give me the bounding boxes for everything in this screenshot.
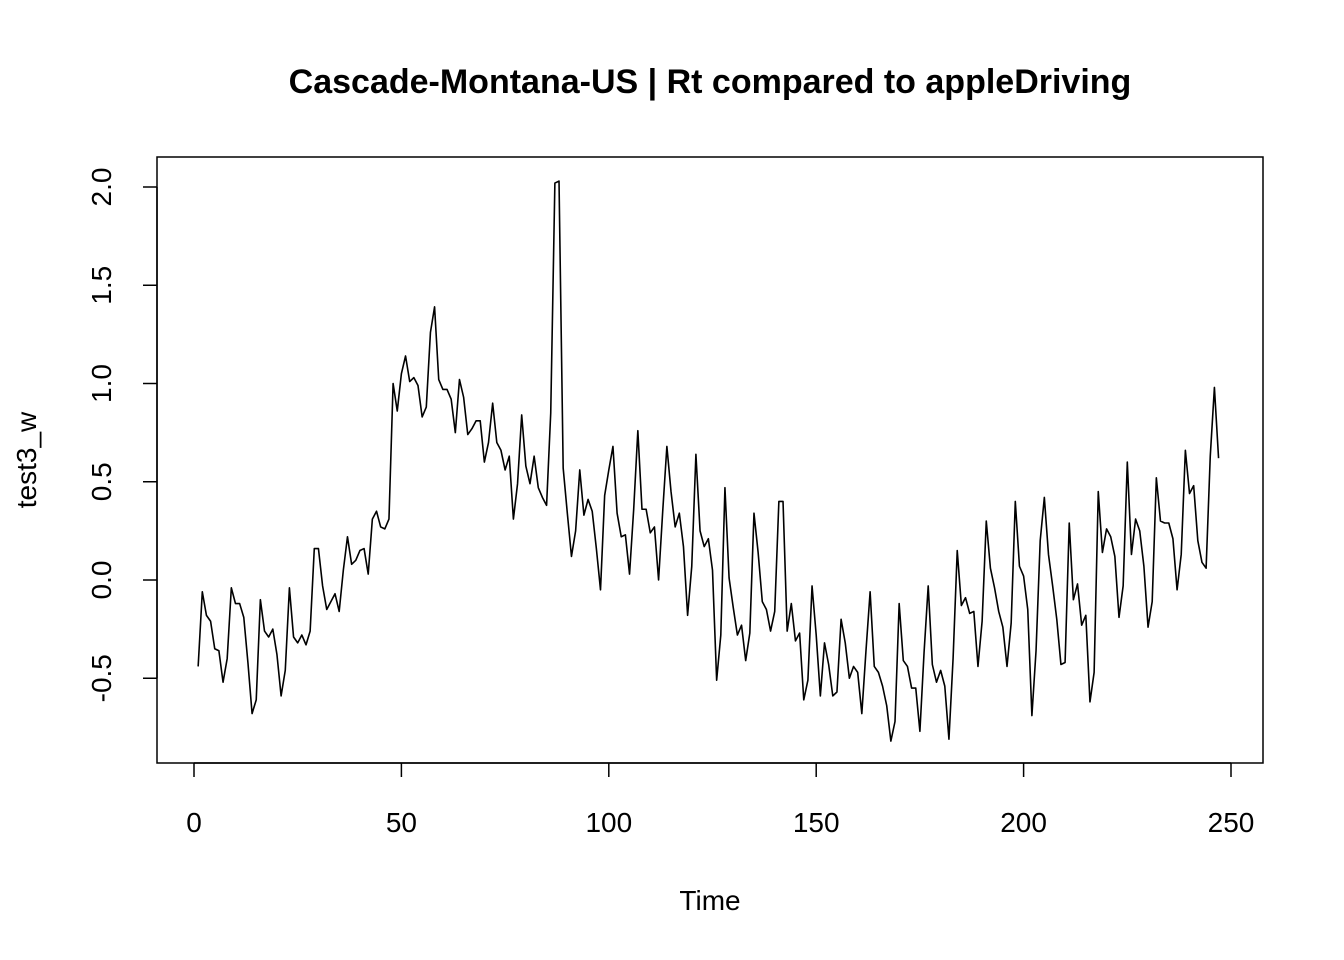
x-tick-label: 150 [793,807,840,838]
y-tick-label: -0.5 [86,654,117,702]
y-tick-label: 1.0 [86,364,117,403]
y-tick-label: 0.5 [86,462,117,501]
series-line [197,180,1220,742]
x-tick-label: 100 [585,807,632,838]
x-tick-label: 50 [386,807,417,838]
x-tick-label: 0 [186,807,202,838]
chart-title: Cascade-Montana-US | Rt compared to appl… [289,63,1132,101]
plot-frame [156,156,1264,764]
y-axis-label: test3_w [11,411,42,508]
y-axis: -0.5 0.0 0.5 1.0 1.5 2.0 [86,168,158,702]
x-tick-label: 200 [1000,807,1047,838]
y-tick-label: 1.5 [86,266,117,305]
y-tick-label: 2.0 [86,168,117,207]
x-axis: 0 50 100 150 200 250 [186,762,1255,838]
x-axis-label: Time [679,885,740,916]
y-tick-label: 0.0 [86,561,117,600]
x-tick-label: 250 [1208,807,1255,838]
